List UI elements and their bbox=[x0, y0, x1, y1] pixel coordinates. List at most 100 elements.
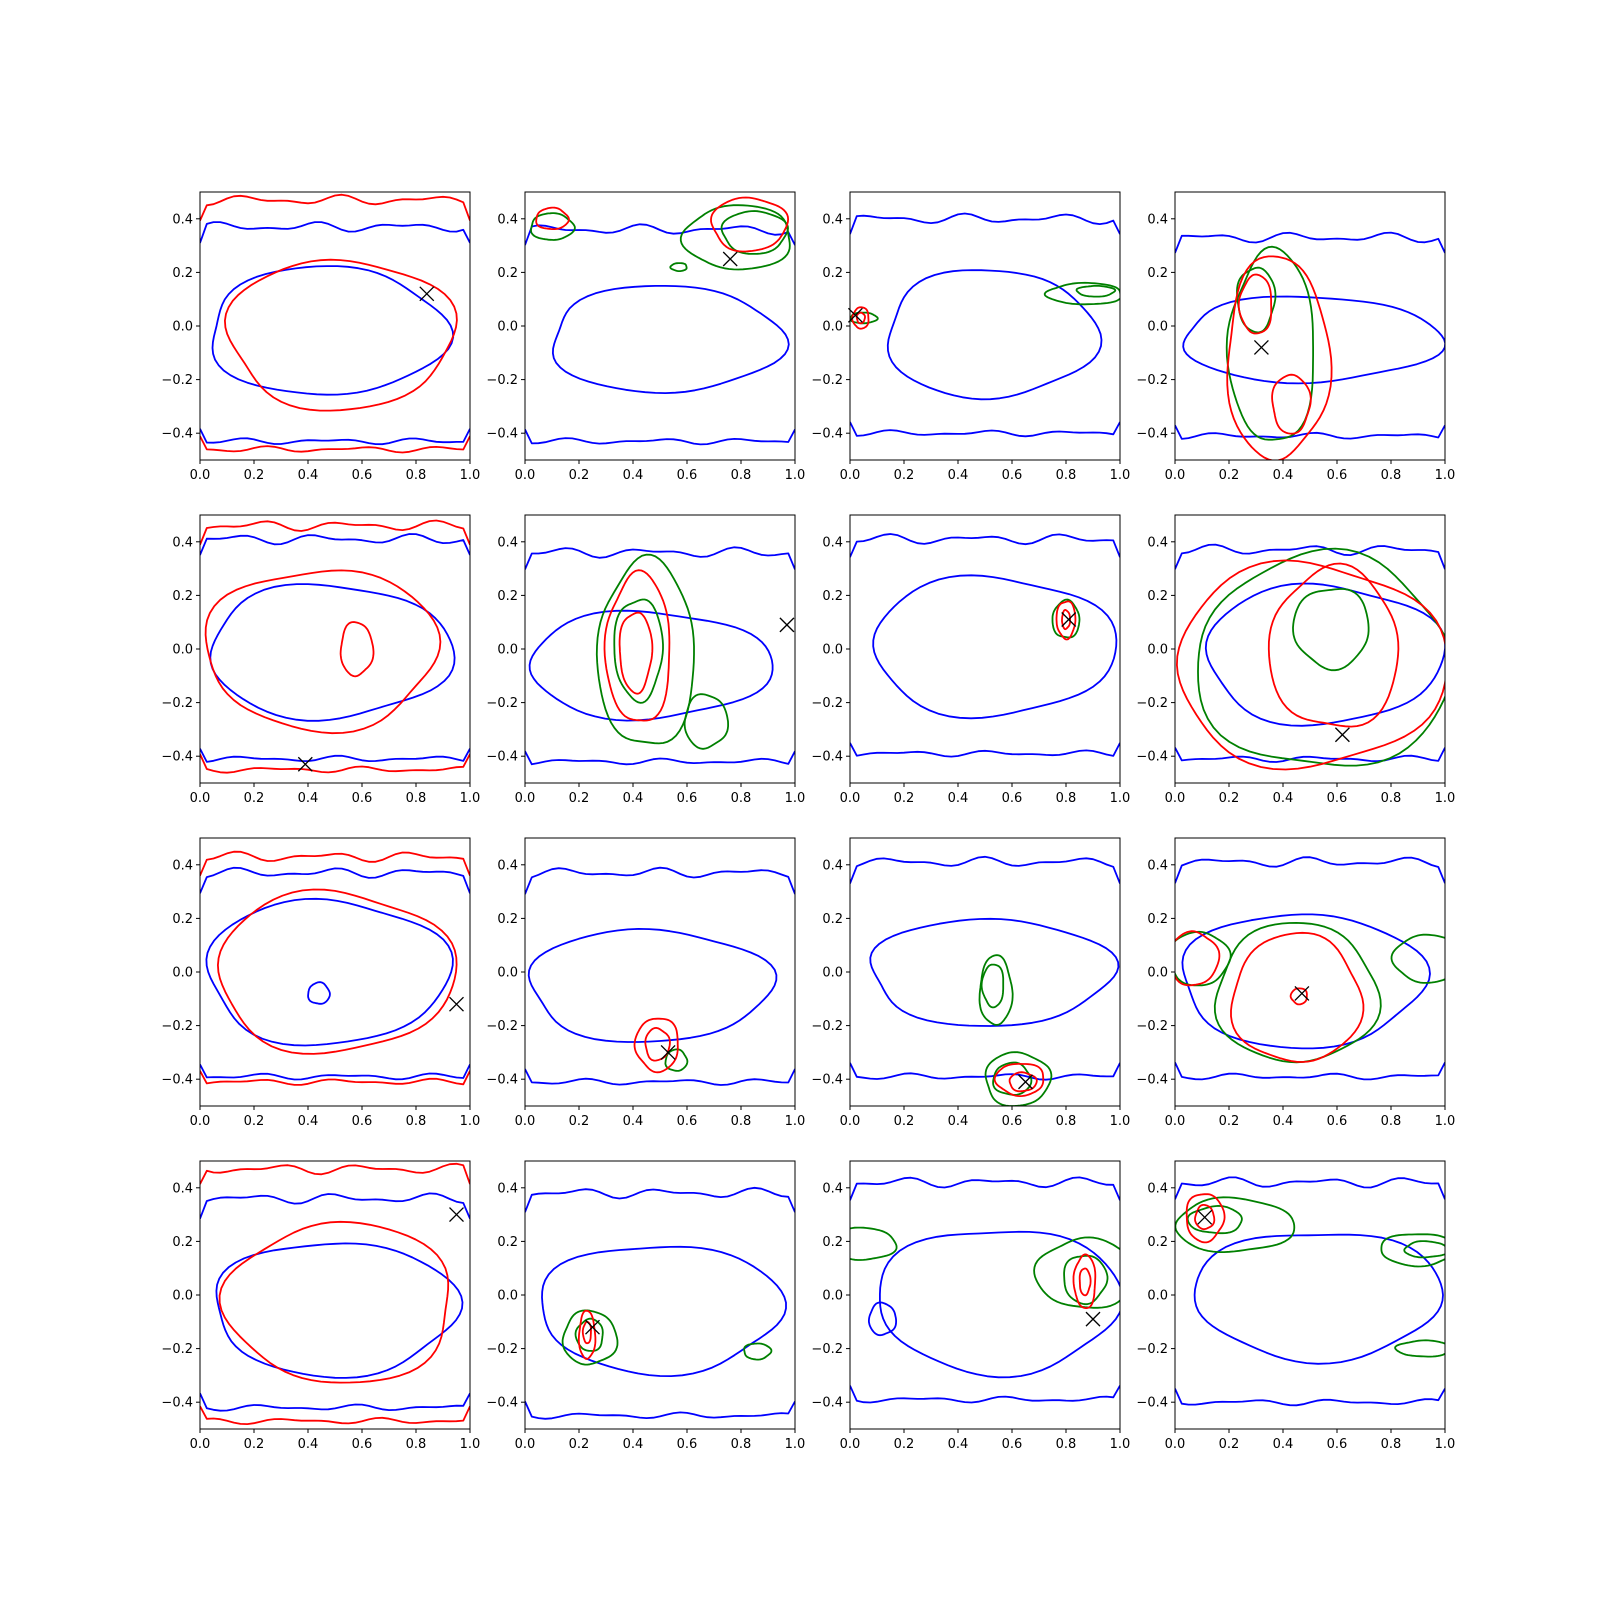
y-tick-label: 0.4 bbox=[497, 212, 518, 227]
y-tick-label: −0.2 bbox=[1136, 373, 1168, 388]
green-contour-level bbox=[1033, 1236, 1120, 1309]
y-tick-label: 0.0 bbox=[822, 1289, 843, 1304]
x-tick-label: 1.0 bbox=[1110, 791, 1131, 806]
red-contour-level bbox=[1267, 562, 1400, 728]
blue-contour-band-bottom bbox=[200, 428, 470, 446]
x-tick-label: 0.2 bbox=[1219, 1437, 1240, 1452]
green-contour-level bbox=[1197, 547, 1445, 767]
x-tick-label: 0.4 bbox=[298, 1437, 319, 1452]
y-tick-label: −0.4 bbox=[811, 1396, 843, 1411]
red-contour-level bbox=[1289, 987, 1308, 1006]
subplot-8: 0.0 0.2 0.4 0.6 0.8 1.0 0.4 0.2 0.0 −0.2 −0.4 bbox=[1136, 514, 1455, 806]
x-tick-label: 0.4 bbox=[948, 1114, 969, 1129]
x-tick-label: 0.4 bbox=[298, 791, 319, 806]
x-tick-label: 0.0 bbox=[1165, 791, 1186, 806]
blue-contour-level bbox=[879, 1230, 1120, 1379]
x-marker bbox=[1061, 612, 1077, 627]
y-tick-label: −0.4 bbox=[486, 750, 518, 765]
red-contour-level bbox=[1061, 609, 1071, 631]
y-tick-label: −0.4 bbox=[811, 1073, 843, 1088]
red-contour-level bbox=[633, 1017, 679, 1074]
blue-contour-level bbox=[215, 1242, 464, 1379]
red-contour-level bbox=[1226, 255, 1333, 460]
x-tick-label: 0.2 bbox=[894, 1114, 915, 1129]
y-tick-label: −0.2 bbox=[486, 1342, 518, 1357]
green-contour-level bbox=[1063, 1254, 1109, 1306]
y-tick-label: −0.4 bbox=[161, 1396, 193, 1411]
green-contour-level bbox=[743, 1342, 773, 1361]
red-contour-level bbox=[1078, 1267, 1092, 1297]
blue-contour-band-bottom bbox=[850, 421, 1120, 438]
blue-contour-band-bottom bbox=[1175, 747, 1445, 763]
x-tick-label: 0.4 bbox=[298, 1114, 319, 1129]
green-contour-level bbox=[1394, 1339, 1445, 1358]
x-tick-label: 0.0 bbox=[190, 791, 211, 806]
blue-contour-level bbox=[1204, 582, 1445, 727]
x-marker bbox=[585, 1319, 600, 1335]
subplot-11: 0.0 0.2 0.4 0.6 0.8 1.0 0.4 0.2 0.0 −0.2 −0.4 bbox=[811, 837, 1130, 1129]
subplot-2: 0.0 0.2 0.4 0.6 0.8 1.0 0.4 0.2 0.0 −0.2 −0.4 bbox=[486, 191, 805, 483]
subplot-4: 0.0 0.2 0.4 0.6 0.8 1.0 0.4 0.2 0.0 −0.2 −0.4 bbox=[1136, 191, 1455, 483]
x-tick-label: 0.6 bbox=[1002, 791, 1023, 806]
blue-contour-band-top bbox=[200, 533, 470, 556]
y-tick-label: 0.0 bbox=[1147, 966, 1168, 981]
x-tick-label: 0.4 bbox=[948, 1437, 969, 1452]
blue-contour-band-top bbox=[525, 546, 795, 570]
y-tick-label: −0.4 bbox=[486, 427, 518, 442]
blue-contour-band-bottom bbox=[525, 1068, 795, 1086]
x-tick-label: 0.4 bbox=[1273, 468, 1294, 483]
blue-contour-level bbox=[552, 285, 790, 394]
y-tick-label: 0.0 bbox=[497, 1289, 518, 1304]
x-tick-label: 0.8 bbox=[406, 468, 427, 483]
y-tick-label: −0.2 bbox=[161, 373, 193, 388]
x-tick-label: 0.4 bbox=[623, 1114, 644, 1129]
x-tick-label: 0.2 bbox=[569, 791, 590, 806]
axes-frame bbox=[199, 191, 471, 461]
x-tick-label: 0.4 bbox=[948, 791, 969, 806]
plot-area bbox=[525, 546, 795, 766]
x-marker bbox=[1197, 1209, 1213, 1225]
x-marker bbox=[449, 996, 464, 1012]
green-contour-level bbox=[1380, 1233, 1445, 1268]
x-tick-label: 0.6 bbox=[1002, 468, 1023, 483]
red-contour-level bbox=[1271, 373, 1312, 435]
y-tick-label: 0.4 bbox=[822, 212, 843, 227]
x-tick-label: 0.6 bbox=[352, 468, 373, 483]
green-contour-level bbox=[1051, 598, 1081, 639]
y-tick-label: −0.4 bbox=[1136, 750, 1168, 765]
x-tick-label: 0.6 bbox=[352, 791, 373, 806]
green-contour-level bbox=[1236, 266, 1277, 334]
y-tick-label: 0.0 bbox=[497, 643, 518, 658]
y-tick-label: 0.2 bbox=[1147, 266, 1168, 281]
x-marker bbox=[1253, 339, 1269, 355]
x-marker bbox=[1294, 985, 1310, 1001]
x-tick-label: 0.6 bbox=[1327, 468, 1348, 483]
axes-frame bbox=[1174, 837, 1446, 1107]
blue-contour-band-bottom bbox=[200, 1392, 470, 1412]
x-tick-label: 0.6 bbox=[352, 1437, 373, 1452]
x-tick-label: 0.2 bbox=[894, 791, 915, 806]
blue-contour-band-top bbox=[200, 866, 470, 894]
x-tick-label: 0.2 bbox=[894, 468, 915, 483]
axes-frame bbox=[849, 514, 1121, 784]
blue-contour-band-top bbox=[200, 1192, 470, 1220]
x-tick-label: 0.2 bbox=[244, 1437, 265, 1452]
x-tick-label: 0.6 bbox=[1327, 1114, 1348, 1129]
x-tick-label: 0.4 bbox=[623, 1437, 644, 1452]
red-contour-level bbox=[218, 1220, 450, 1384]
green-contour-level bbox=[984, 1051, 1053, 1106]
y-tick-label: −0.2 bbox=[1136, 696, 1168, 711]
x-marker bbox=[297, 756, 313, 772]
plot-area bbox=[200, 193, 470, 454]
x-tick-label: 0.6 bbox=[1002, 1437, 1023, 1452]
blue-contour-band-bottom bbox=[200, 748, 470, 763]
axes-frame bbox=[849, 1160, 1121, 1430]
blue-contour-band-bottom bbox=[525, 750, 795, 766]
x-tick-label: 1.0 bbox=[785, 791, 806, 806]
plot-area bbox=[850, 1176, 1120, 1404]
y-tick-label: −0.2 bbox=[811, 696, 843, 711]
subplot-3: 0.0 0.2 0.4 0.6 0.8 1.0 0.4 0.2 0.0 −0.2 −0.4 bbox=[811, 191, 1130, 483]
y-tick-label: 0.2 bbox=[172, 266, 193, 281]
y-tick-label: −0.4 bbox=[161, 750, 193, 765]
red-contour-level bbox=[644, 1027, 671, 1062]
